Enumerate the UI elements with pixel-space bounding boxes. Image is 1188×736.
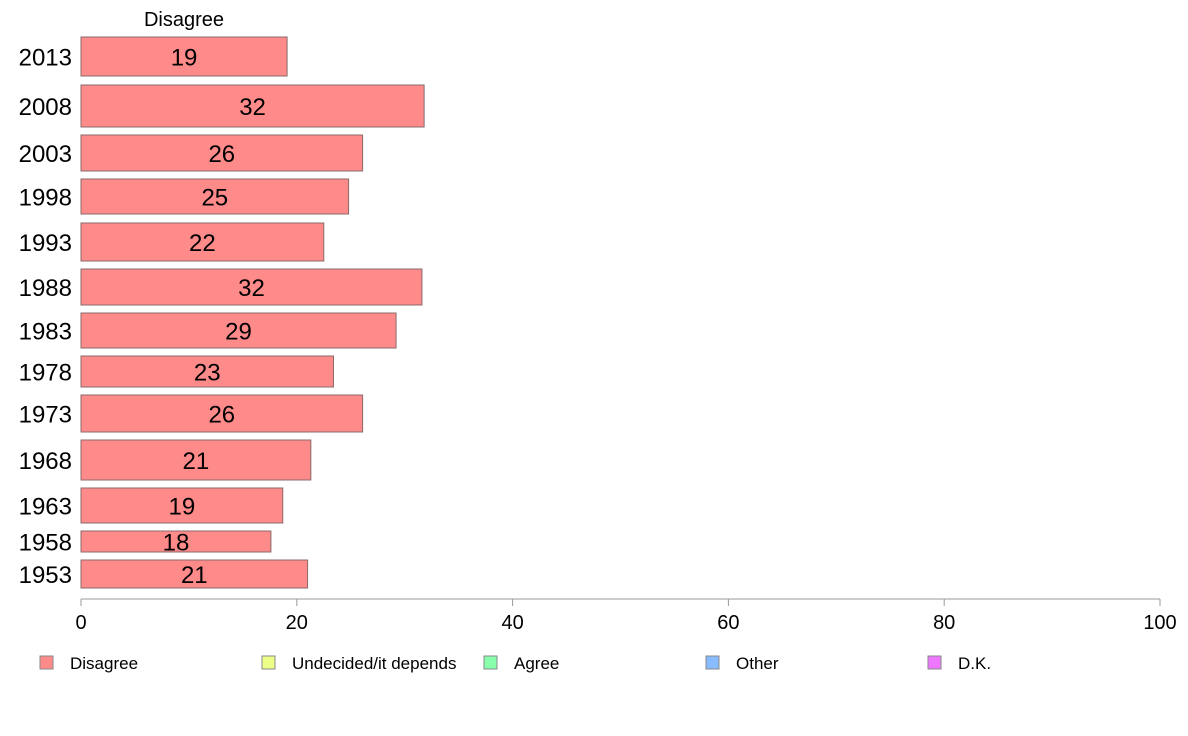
category-label-2003: 2003 — [19, 141, 72, 168]
value-label-1993: 22 — [189, 230, 216, 257]
legend-swatch-1 — [261, 655, 276, 670]
bar-1968 — [80, 439, 312, 481]
legend-label-2: Agree — [514, 654, 559, 673]
legend-swatch-0 — [39, 655, 54, 670]
legend-label-1: Undecided/it depends — [292, 654, 456, 673]
legend-swatch-4 — [927, 655, 942, 670]
series-title: Disagree — [144, 9, 224, 31]
value-label-1983: 29 — [225, 319, 252, 346]
bar-1983 — [80, 312, 397, 349]
category-label-1978: 1978 — [19, 360, 72, 387]
category-label-1953: 1953 — [19, 562, 72, 589]
x-tick-label-0: 0 — [75, 612, 86, 634]
x-tick-label-40: 40 — [501, 612, 523, 634]
category-label-1963: 1963 — [19, 494, 72, 521]
category-label-1998: 1998 — [19, 185, 72, 212]
value-label-1998: 25 — [201, 185, 228, 212]
value-label-1968: 21 — [183, 448, 210, 475]
category-label-1968: 1968 — [19, 448, 72, 475]
bar-1963 — [80, 487, 284, 524]
bar-1993 — [80, 222, 325, 262]
value-label-1963: 19 — [169, 494, 196, 521]
bar-2013 — [80, 36, 288, 77]
category-label-2008: 2008 — [19, 94, 72, 121]
bar-1958 — [80, 530, 272, 553]
legend-swatch-3 — [705, 655, 720, 670]
bar-1953 — [80, 559, 309, 589]
category-label-1973: 1973 — [19, 402, 72, 429]
x-tick-label-80: 80 — [933, 612, 955, 634]
value-label-2013: 19 — [171, 45, 198, 72]
value-label-1958: 18 — [163, 530, 190, 557]
bar-1988 — [80, 268, 423, 306]
bar-1978 — [80, 355, 334, 388]
value-label-1973: 26 — [208, 402, 235, 429]
category-label-1993: 1993 — [19, 230, 72, 257]
value-label-1953: 21 — [181, 562, 208, 589]
value-label-2003: 26 — [208, 141, 235, 168]
value-label-1978: 23 — [194, 360, 221, 387]
bar-1973 — [80, 394, 364, 433]
legend-label-3: Other — [736, 654, 779, 673]
x-tick-label-20: 20 — [286, 612, 308, 634]
x-axis: 0 20 40 60 80 100 — [75, 598, 1177, 634]
legend: Disagree Undecided/it depends Agree Other D.… — [39, 654, 991, 673]
bars-group: 2013 19 2008 32 2003 26 1998 25 1993 22 1988 32 1983… — [19, 36, 425, 589]
legend-label-4: D.K. — [958, 654, 991, 673]
value-label-2008: 32 — [239, 94, 266, 121]
category-label-1988: 1988 — [19, 275, 72, 302]
category-label-2013: 2013 — [19, 45, 72, 72]
x-tick-label-100: 100 — [1143, 612, 1176, 634]
category-label-1958: 1958 — [19, 530, 72, 557]
category-label-1983: 1983 — [19, 319, 72, 346]
bar-1998 — [80, 178, 350, 215]
legend-swatch-2 — [483, 655, 498, 670]
x-tick-label-60: 60 — [717, 612, 739, 634]
bar-2003 — [80, 134, 364, 172]
bar-2008 — [80, 84, 425, 128]
legend-label-0: Disagree — [70, 654, 138, 673]
value-label-1988: 32 — [238, 275, 265, 302]
